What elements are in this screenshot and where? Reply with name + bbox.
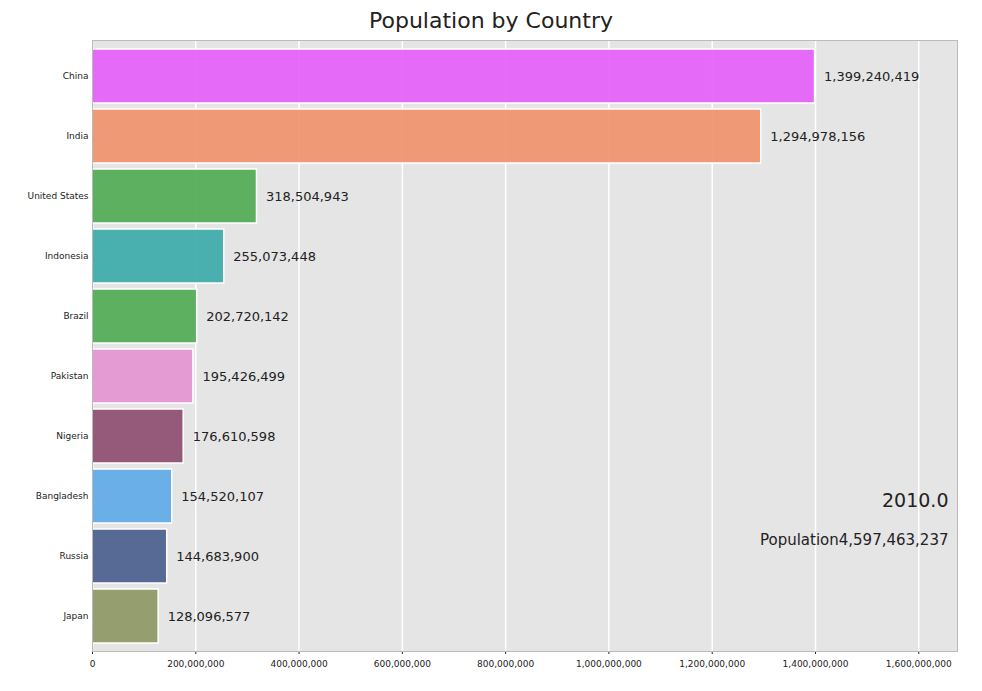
svg-text:India: India bbox=[66, 131, 88, 141]
svg-text:Bangladesh: Bangladesh bbox=[36, 491, 89, 501]
svg-text:1,399,240,419: 1,399,240,419 bbox=[824, 69, 919, 84]
svg-text:Population4,597,463,237: Population4,597,463,237 bbox=[760, 531, 949, 549]
svg-text:195,426,499: 195,426,499 bbox=[202, 369, 285, 384]
svg-text:2010.0: 2010.0 bbox=[882, 489, 948, 511]
svg-text:176,610,598: 176,610,598 bbox=[193, 429, 276, 444]
svg-text:800,000,000: 800,000,000 bbox=[477, 659, 535, 669]
svg-text:200,000,000: 200,000,000 bbox=[167, 659, 225, 669]
svg-text:Russia: Russia bbox=[60, 551, 89, 561]
svg-text:1,294,978,156: 1,294,978,156 bbox=[770, 129, 865, 144]
svg-text:255,073,448: 255,073,448 bbox=[233, 249, 316, 264]
svg-text:Japan: Japan bbox=[62, 611, 88, 621]
svg-text:154,520,107: 154,520,107 bbox=[181, 489, 264, 504]
svg-text:China: China bbox=[63, 71, 89, 81]
svg-text:Nigeria: Nigeria bbox=[56, 431, 88, 441]
svg-text:0: 0 bbox=[90, 659, 96, 669]
svg-text:600,000,000: 600,000,000 bbox=[374, 659, 432, 669]
svg-text:1,200,000,000: 1,200,000,000 bbox=[679, 659, 745, 669]
svg-text:144,683,900: 144,683,900 bbox=[176, 549, 259, 564]
svg-text:1,000,000,000: 1,000,000,000 bbox=[576, 659, 642, 669]
html-text:Population by Country: Population by Country bbox=[369, 8, 613, 33]
svg-text:Indonesia: Indonesia bbox=[45, 251, 89, 261]
svg-text:318,504,943: 318,504,943 bbox=[266, 189, 349, 204]
svg-text:Pakistan: Pakistan bbox=[51, 371, 89, 381]
svg-text:United States: United States bbox=[28, 191, 89, 201]
svg-text:Brazil: Brazil bbox=[63, 311, 88, 321]
svg-text:202,720,142: 202,720,142 bbox=[206, 309, 289, 324]
svg-text:400,000,000: 400,000,000 bbox=[270, 659, 328, 669]
svg-text:128,096,577: 128,096,577 bbox=[168, 609, 251, 624]
svg-text:1,400,000,000: 1,400,000,000 bbox=[783, 659, 849, 669]
svg-text:1,600,000,000: 1,600,000,000 bbox=[886, 659, 952, 669]
